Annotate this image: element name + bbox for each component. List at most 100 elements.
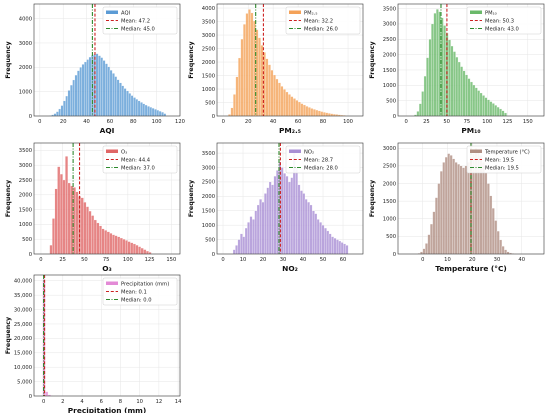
histogram-bar	[338, 240, 342, 255]
histogram-bar	[312, 109, 316, 117]
histogram-bar	[300, 103, 304, 117]
legend-label: Mean: 28.7	[304, 157, 333, 163]
y-tick-label: 0	[212, 114, 215, 120]
x-axis-label: AQI	[100, 126, 115, 135]
histogram-bar	[59, 173, 63, 255]
histogram-bar	[125, 240, 128, 255]
histogram-bar	[285, 91, 289, 117]
histogram-bar	[91, 215, 95, 255]
x-tick-label: 2	[61, 399, 64, 405]
y-tick-label: 1000	[202, 223, 215, 229]
legend-label: Median: 26.0	[304, 26, 338, 32]
legend-label: AQI	[121, 10, 131, 16]
histogram-bar	[425, 243, 428, 255]
x-axis-label: Temperature (°C)	[435, 264, 507, 273]
y-tick-label: 4000	[19, 16, 32, 22]
histogram-bar	[343, 243, 346, 255]
y-tick-label: 0	[393, 252, 396, 258]
histogram-bar	[84, 61, 87, 117]
histogram-bar	[72, 79, 76, 117]
legend-label: Mean: 44.4	[121, 157, 151, 163]
y-tick-label: 10,000	[14, 365, 32, 371]
y-tick-label: 3500	[202, 151, 215, 157]
y-tick-label: 3000	[383, 22, 396, 28]
histogram-bar	[477, 90, 481, 117]
histogram-bar	[268, 181, 272, 255]
y-tick-label: 3000	[19, 41, 32, 47]
x-tick-label: 40	[83, 119, 90, 125]
histogram-bar	[280, 86, 284, 117]
histogram-bar	[302, 104, 306, 117]
x-tick-label: 40	[518, 257, 525, 263]
y-tick-label: 2500	[202, 180, 215, 186]
histogram-bar	[324, 227, 327, 255]
histogram-bar	[268, 64, 271, 117]
y-tick-label: 30,000	[14, 307, 32, 313]
histogram-bar	[444, 156, 448, 255]
legend-swatch	[106, 149, 118, 153]
histogram-bar	[161, 111, 164, 117]
x-axis-label: Precipitation (mm)	[68, 406, 146, 413]
histogram-bar	[86, 59, 90, 117]
histogram-bar	[319, 222, 322, 255]
legend: PM₁₀ Mean: 50.3 Median: 43.0	[466, 6, 542, 35]
histogram-bar	[128, 93, 132, 117]
legend-label: Precipitation (mm)	[121, 281, 169, 287]
y-tick-label: 2000	[202, 60, 215, 66]
histogram-bar	[67, 182, 71, 255]
legend-label: O₃	[121, 149, 127, 155]
y-tick-label: 4000	[202, 6, 215, 12]
legend-label: NO₂	[304, 149, 314, 155]
histogram-bar	[135, 99, 139, 117]
x-tick-label: 60	[107, 119, 114, 125]
x-tick-label: 8	[119, 399, 122, 405]
histogram-bar	[470, 81, 473, 117]
histogram-bar	[295, 100, 299, 117]
histogram-bar	[449, 155, 453, 255]
histogram-bar	[280, 167, 284, 255]
histogram-bar	[154, 109, 157, 117]
x-tick-label: 150	[166, 257, 176, 263]
histogram-bar	[336, 239, 339, 255]
legend: PM₂.₅ Mean: 32.2 Median: 26.0	[285, 6, 361, 35]
histogram-bar	[506, 251, 510, 255]
histogram-bar	[326, 230, 330, 255]
histogram-bar	[467, 78, 471, 117]
histogram-bar	[265, 58, 269, 117]
legend-box	[285, 6, 361, 35]
histogram-bar	[240, 38, 244, 117]
histogram-bar	[302, 193, 306, 255]
histogram-bar	[77, 70, 80, 117]
histogram-bar	[423, 75, 427, 117]
x-tick-label: 0	[221, 257, 224, 263]
histogram-bar	[330, 113, 334, 117]
histogram-bar	[254, 210, 258, 255]
histogram-bar	[439, 171, 443, 255]
y-tick-label: 0	[29, 252, 32, 258]
y-tick-label: 2000	[383, 181, 396, 187]
histogram-bar	[489, 101, 493, 117]
x-tick-label: 80	[320, 119, 327, 125]
histogram-bar	[74, 74, 78, 117]
histogram-bar	[119, 237, 123, 255]
histogram-bar	[467, 162, 470, 255]
x-tick-label: 14	[175, 399, 182, 405]
chart-panel-3: 0 25 50 75 100 125 150050010001500200025003000…	[368, 3, 545, 135]
histogram-bar	[130, 242, 134, 255]
y-tick-label: 500	[205, 237, 215, 243]
histogram-bar	[86, 206, 89, 255]
y-axis-label: Frequency	[4, 179, 12, 217]
y-axis-label: Frequency	[4, 316, 12, 354]
histogram-bar	[126, 90, 129, 117]
y-tick-label: 5,000	[17, 379, 32, 385]
legend-swatch	[289, 149, 301, 153]
x-tick-label: 0	[404, 119, 407, 125]
histogram-bar	[457, 164, 460, 255]
histogram-bar	[464, 165, 468, 255]
histogram-bar	[112, 73, 115, 117]
histogram-bar	[143, 249, 147, 255]
histogram-bar	[109, 70, 113, 117]
x-axis-label: NO₂	[282, 264, 298, 273]
histogram-bar	[100, 57, 104, 117]
